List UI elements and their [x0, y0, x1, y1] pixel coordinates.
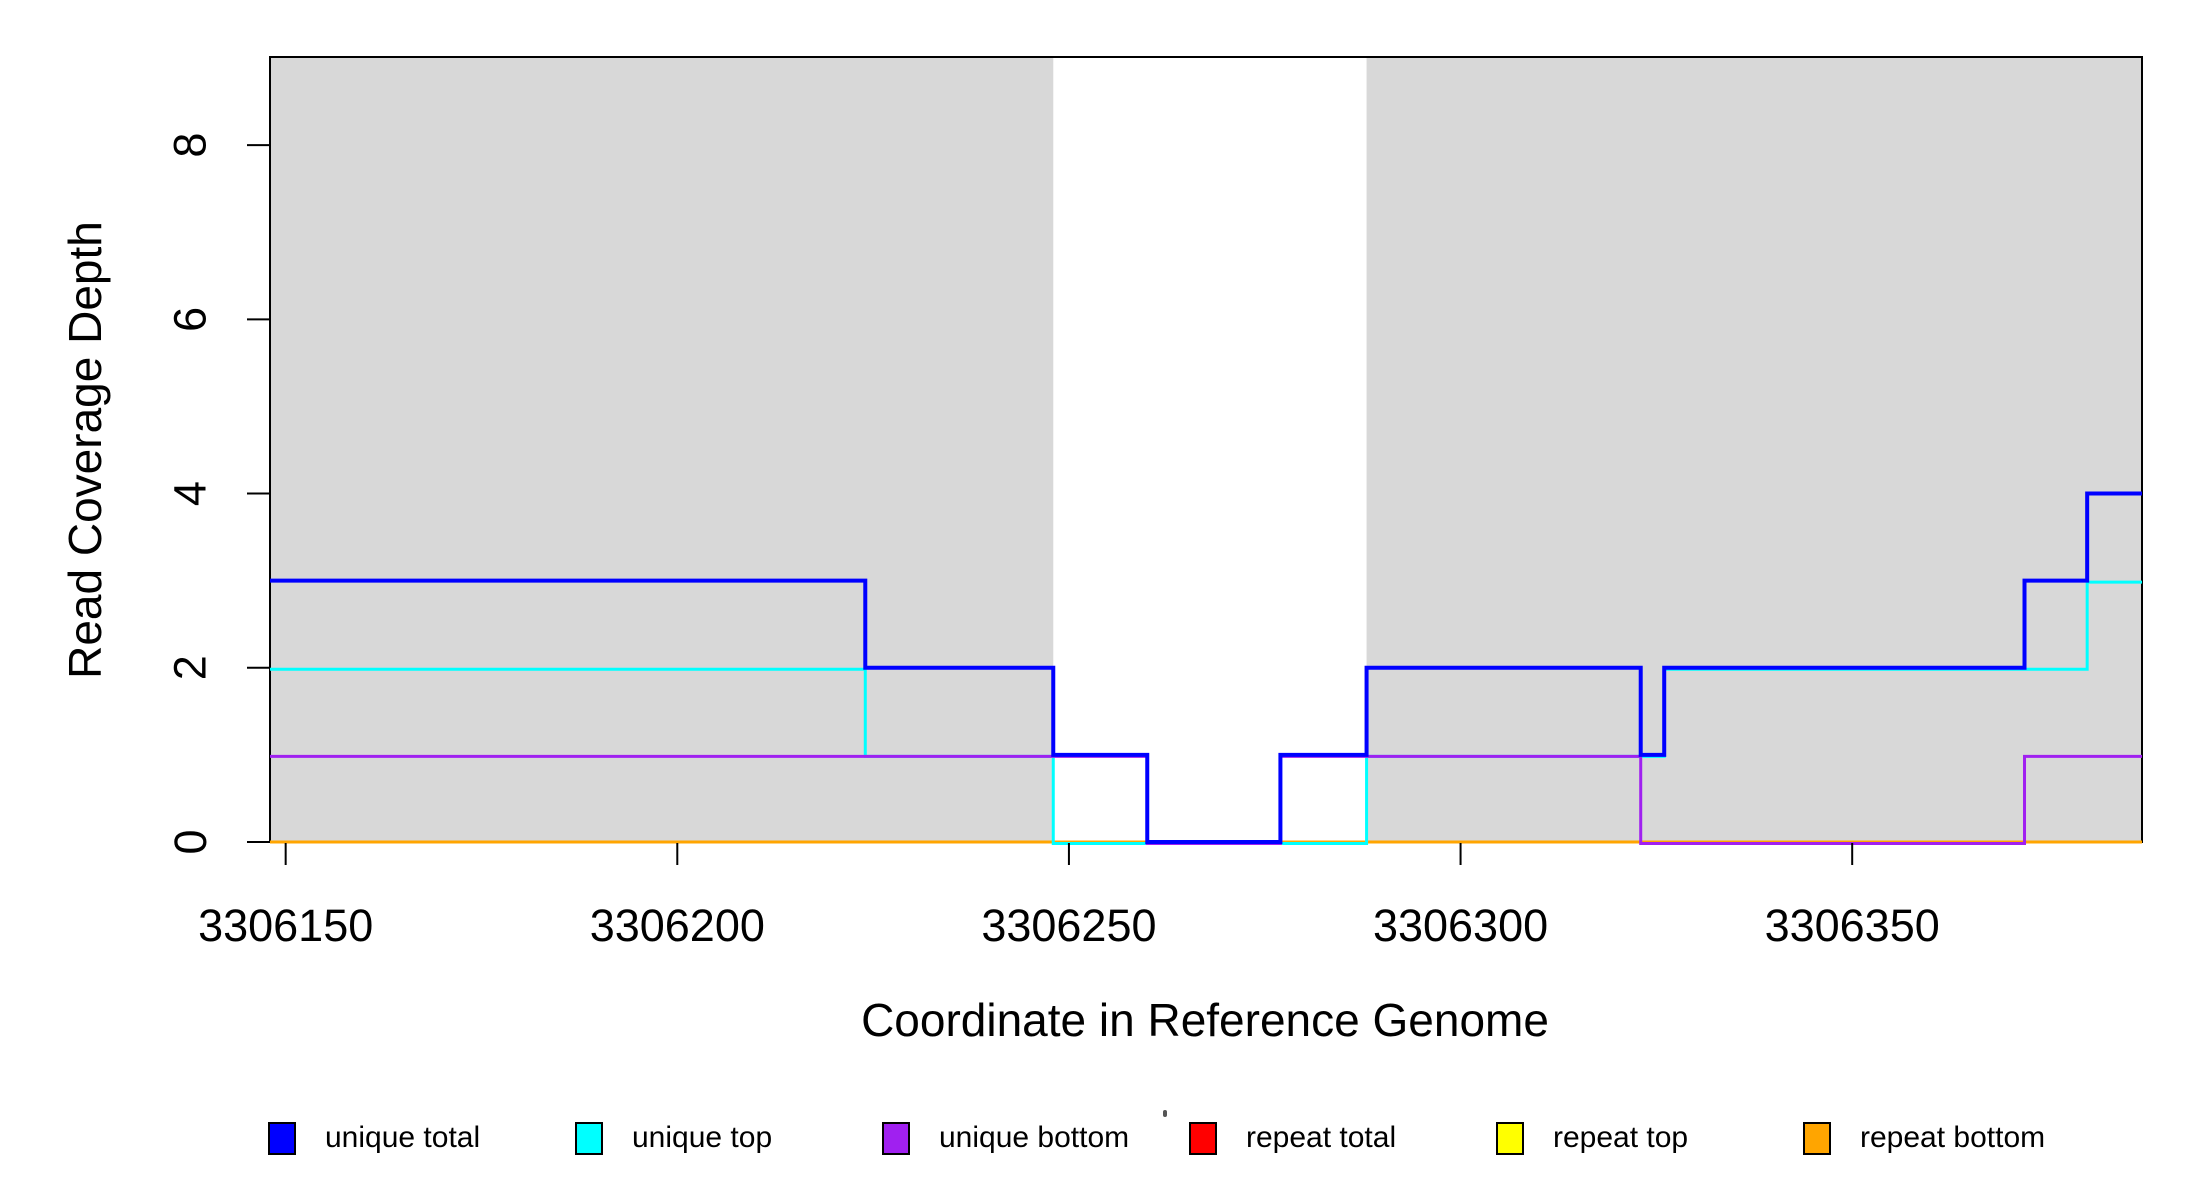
y-tick-label: 0	[165, 829, 216, 854]
y-tick-label: 2	[165, 655, 216, 680]
x-tick-label: 3306350	[1765, 900, 1940, 951]
x-tick-label: 3306250	[981, 900, 1156, 951]
legend-label-repeat-total: repeat total	[1246, 1121, 1397, 1154]
legend: unique total unique top unique bottom re…	[268, 1116, 2110, 1160]
legend-item-repeat-top: repeat top	[1496, 1121, 1803, 1155]
legend-swatch-unique-top	[575, 1121, 603, 1155]
legend-swatch-unique-bottom	[882, 1121, 910, 1155]
legend-item-repeat-total: repeat total	[1189, 1121, 1496, 1155]
x-tick-label: 3306200	[590, 900, 765, 951]
legend-swatch-repeat-top	[1496, 1121, 1524, 1155]
legend-item-unique-bottom: unique bottom	[882, 1121, 1189, 1155]
legend-label-repeat-top: repeat top	[1553, 1121, 1689, 1154]
x-tick-label: 3306300	[1373, 900, 1548, 951]
y-tick-label: 8	[165, 133, 216, 158]
legend-label-unique-bottom: unique bottom	[939, 1121, 1130, 1154]
legend-swatch-repeat-bottom	[1803, 1121, 1831, 1155]
stray-dot-artifact	[1163, 1110, 1167, 1117]
shaded-region	[270, 58, 1054, 842]
x-axis-title: Coordinate in Reference Genome	[861, 994, 1549, 1046]
legend-label-unique-total: unique total	[325, 1121, 481, 1154]
shaded-region	[1366, 58, 2142, 842]
legend-label-unique-top: unique top	[632, 1121, 773, 1154]
y-tick-label: 4	[165, 481, 216, 506]
y-axis-title: Read Coverage Depth	[59, 221, 111, 679]
legend-item-unique-top: unique top	[575, 1121, 882, 1155]
legend-swatch-repeat-total	[1189, 1121, 1217, 1155]
series-line-unique-total	[270, 491, 2142, 844]
legend-item-repeat-bottom: repeat bottom	[1803, 1121, 2110, 1155]
legend-label-repeat-bottom: repeat bottom	[1860, 1121, 2046, 1154]
legend-swatch-unique-total	[268, 1121, 296, 1155]
x-tick-label: 3306150	[198, 900, 373, 951]
series-line-unique-top	[270, 580, 2142, 845]
legend-item-unique-total: unique total	[268, 1121, 575, 1155]
y-tick-label: 6	[165, 307, 216, 332]
